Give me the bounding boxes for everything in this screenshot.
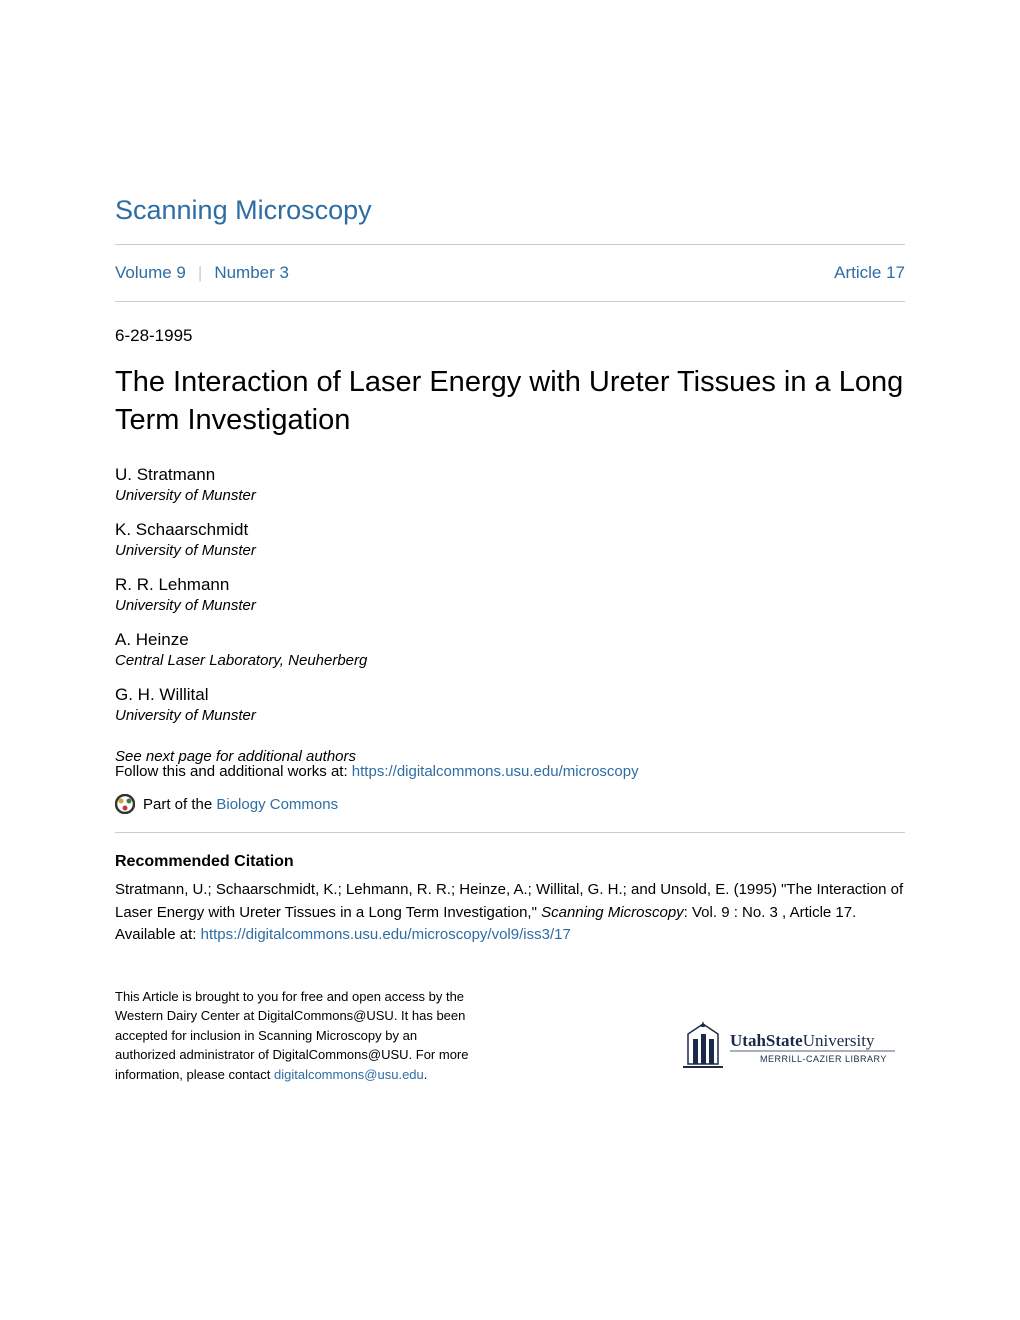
follow-note: Follow this and additional works at: htt… xyxy=(115,763,905,780)
citation-text: Stratmann, U.; Schaarschmidt, K.; Lehman… xyxy=(115,879,905,924)
author-block: G. H. Willital University of Munster xyxy=(115,685,905,724)
citation-available: Available at: https://digitalcommons.usu… xyxy=(115,924,905,947)
divider-citation xyxy=(115,832,905,833)
author-name: A. Heinze xyxy=(115,630,905,650)
author-name: R. R. Lehmann xyxy=(115,575,905,595)
author-block: R. R. Lehmann University of Munster xyxy=(115,575,905,614)
citation-heading: Recommended Citation xyxy=(115,853,905,871)
meta-left: Volume 9 | Number 3 xyxy=(115,263,289,283)
author-block: U. Stratmann University of Munster xyxy=(115,465,905,504)
meta-row: Volume 9 | Number 3 Article 17 xyxy=(115,245,905,301)
network-icon xyxy=(115,794,135,814)
author-affiliation: University of Munster xyxy=(115,542,905,559)
university-logo: UtahStateUniversity MERRILL-CAZIER LIBRA… xyxy=(675,1014,905,1084)
author-name: G. H. Willital xyxy=(115,685,905,705)
author-block: K. Schaarschmidt University of Munster xyxy=(115,520,905,559)
author-affiliation: University of Munster xyxy=(115,597,905,614)
svg-text:UtahStateUniversity: UtahStateUniversity xyxy=(730,1031,875,1050)
part-of-row: Part of the Biology Commons xyxy=(115,794,905,814)
author-affiliation: University of Munster xyxy=(115,487,905,504)
available-prefix: Available at: xyxy=(115,926,201,943)
author-affiliation: Central Laser Laboratory, Neuherberg xyxy=(115,652,905,669)
divider-meta xyxy=(115,301,905,302)
volume-link[interactable]: Volume 9 xyxy=(115,263,186,283)
author-block: A. Heinze Central Laser Laboratory, Neuh… xyxy=(115,630,905,669)
footer-period: . xyxy=(424,1067,428,1082)
follow-link[interactable]: https://digitalcommons.usu.edu/microscop… xyxy=(352,763,639,780)
article-link[interactable]: Article 17 xyxy=(834,263,905,283)
journal-title[interactable]: Scanning Microscopy xyxy=(115,195,905,226)
citation-section: Recommended Citation Stratmann, U.; Scha… xyxy=(115,853,905,947)
commons-link[interactable]: Biology Commons xyxy=(216,796,338,813)
author-affiliation: University of Munster xyxy=(115,707,905,724)
part-of-text: Part of the Biology Commons xyxy=(143,796,338,813)
author-name: K. Schaarschmidt xyxy=(115,520,905,540)
svg-text:MERRILL-CAZIER LIBRARY: MERRILL-CAZIER LIBRARY xyxy=(760,1054,887,1064)
available-link[interactable]: https://digitalcommons.usu.edu/microscop… xyxy=(201,926,571,943)
follow-prefix: Follow this and additional works at: xyxy=(115,763,352,780)
footer-email-link[interactable]: digitalcommons@usu.edu xyxy=(274,1067,424,1082)
number-link[interactable]: Number 3 xyxy=(214,263,289,283)
footer-row: This Article is brought to you for free … xyxy=(115,987,905,1085)
citation-body-2: : Vol. 9 : No. 3 , Article 17. xyxy=(684,904,857,921)
meta-divider: | xyxy=(198,263,202,283)
author-name: U. Stratmann xyxy=(115,465,905,485)
article-title: The Interaction of Laser Energy with Ure… xyxy=(115,364,905,439)
authors-list: U. Stratmann University of Munster K. Sc… xyxy=(115,465,905,724)
part-of-prefix: Part of the xyxy=(143,796,216,813)
footer-text: This Article is brought to you for free … xyxy=(115,987,475,1085)
citation-journal: Scanning Microscopy xyxy=(541,904,684,921)
publication-date: 6-28-1995 xyxy=(115,326,905,346)
usu-logo-icon: UtahStateUniversity MERRILL-CAZIER LIBRA… xyxy=(675,1014,905,1084)
